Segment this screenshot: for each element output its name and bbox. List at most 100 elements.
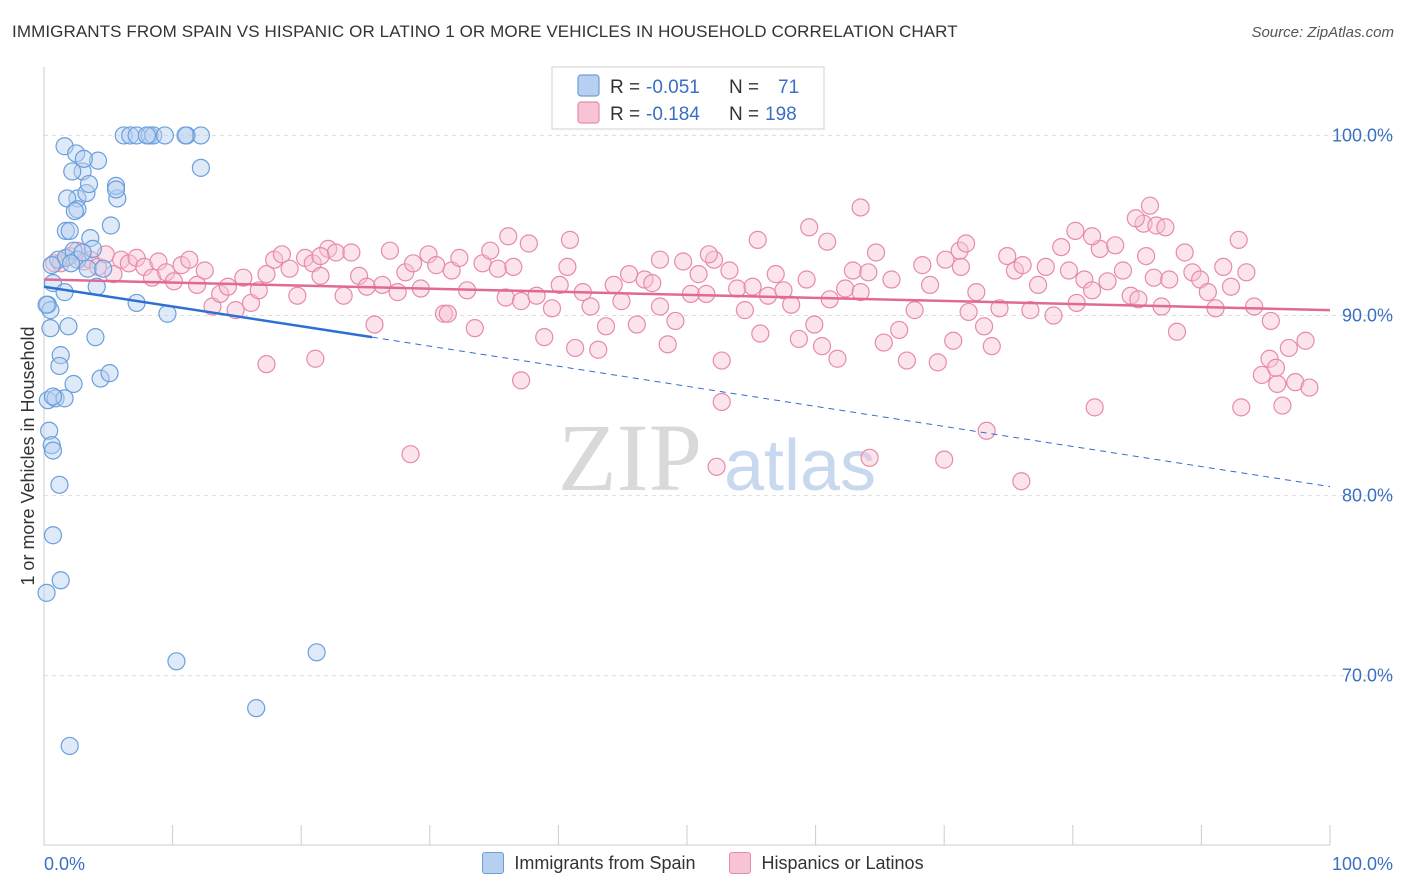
latino-point — [1085, 398, 1104, 417]
latino-point — [1237, 263, 1256, 282]
latino-point — [1214, 257, 1233, 277]
latino-point — [566, 338, 585, 358]
stats-legend: R = -0.051 N = 71 R = -0.184 N = 198 — [551, 66, 825, 130]
latino-point — [1059, 261, 1079, 280]
legend-item-latino[interactable]: Hispanics or Latinos — [729, 852, 924, 874]
spain-point — [74, 149, 93, 168]
spain-point — [167, 652, 186, 671]
spain-point — [307, 643, 326, 662]
latino-point — [950, 241, 969, 260]
latino-point — [1261, 311, 1280, 331]
spain-point — [100, 364, 119, 383]
y-tick-label: 100.0% — [1332, 125, 1393, 145]
spain-point — [78, 259, 97, 278]
y-tick-labels: 70.0% 80.0% 90.0% 100.0% — [1332, 125, 1393, 685]
stats-r-value-2: -0.184 — [646, 104, 700, 125]
legend-item-spain[interactable]: Immigrants from Spain — [482, 852, 695, 874]
latino-point — [766, 265, 785, 284]
latino-point — [1044, 306, 1063, 325]
latino-point — [743, 277, 762, 296]
latino-point — [512, 292, 531, 311]
spain-point — [101, 216, 120, 235]
latino-point — [650, 297, 670, 316]
latino-point — [956, 234, 976, 253]
latino-point — [280, 259, 299, 278]
latino-point — [774, 281, 793, 300]
latino-point — [704, 250, 724, 269]
spain-point — [81, 228, 100, 248]
spain-point — [43, 441, 63, 460]
trend-line-latino — [43, 278, 1331, 312]
latino-point — [650, 250, 670, 269]
spain-point — [60, 221, 79, 240]
latino-point — [974, 317, 994, 336]
trend-line-spain — [43, 285, 373, 339]
latino-point — [920, 275, 940, 295]
watermark-zip: ZIP — [558, 404, 702, 511]
latino-point — [527, 286, 546, 305]
stats-r-label-1: R = — [610, 77, 640, 98]
y-tick-label: 80.0% — [1342, 486, 1393, 506]
latino-point — [707, 457, 726, 476]
stats-r-label-2: R = — [610, 104, 640, 125]
x-tick-label: 100.0% — [1332, 854, 1393, 874]
y-tick-label: 90.0% — [1342, 306, 1393, 326]
spain-point — [106, 180, 126, 199]
latino-point — [712, 392, 731, 412]
spain-point — [86, 328, 105, 347]
legend-swatch-latino-bottom — [729, 852, 752, 874]
latino-point — [1221, 277, 1241, 296]
latino-point — [1252, 365, 1271, 385]
latino-point — [612, 292, 631, 311]
latino-point — [1126, 209, 1145, 228]
latino-point — [558, 257, 577, 277]
spain-point — [155, 126, 174, 145]
spain-point — [56, 248, 75, 267]
latino-point — [1052, 237, 1071, 257]
latino-point — [1279, 338, 1298, 358]
latino-point — [373, 275, 392, 295]
spain-point — [59, 317, 78, 336]
spain-point — [50, 475, 69, 494]
latino-point — [257, 355, 276, 374]
spain-point — [79, 174, 99, 194]
latino-point — [195, 261, 214, 280]
legend-swatch-latino — [577, 101, 600, 124]
latino-point — [450, 248, 469, 267]
latino-point — [812, 337, 832, 356]
latino-point — [944, 331, 963, 350]
stats-n-label-2: N = — [729, 104, 759, 125]
latino-point — [311, 246, 330, 266]
latino-point — [860, 448, 879, 467]
spain-point — [63, 162, 82, 181]
latino-point — [882, 270, 901, 289]
latino-point — [104, 265, 123, 284]
latino-point — [998, 246, 1017, 266]
latino-point — [326, 243, 346, 262]
latino-point — [488, 259, 508, 278]
latino-point — [805, 315, 824, 334]
latino-point — [789, 329, 808, 349]
latino-point — [967, 283, 986, 302]
latino-point — [936, 250, 955, 269]
spain-point — [41, 319, 60, 338]
latino-point — [512, 371, 531, 390]
latino-point — [712, 351, 731, 370]
latino-point — [959, 302, 978, 322]
latino-point — [589, 340, 608, 359]
latino-point — [311, 266, 330, 286]
latino-point — [560, 230, 580, 249]
latino-point — [977, 421, 996, 440]
latino-point — [797, 270, 816, 289]
latino-point — [1229, 230, 1248, 249]
latino-point — [1098, 272, 1117, 291]
spain-point — [55, 137, 74, 156]
latino-point — [427, 256, 446, 275]
latino-point — [1066, 221, 1085, 240]
latino-point — [859, 263, 878, 282]
latino-point — [935, 450, 954, 469]
legend-label-latino: Hispanics or Latinos — [761, 852, 924, 873]
latino-point — [499, 227, 518, 246]
latino-point — [272, 245, 292, 264]
